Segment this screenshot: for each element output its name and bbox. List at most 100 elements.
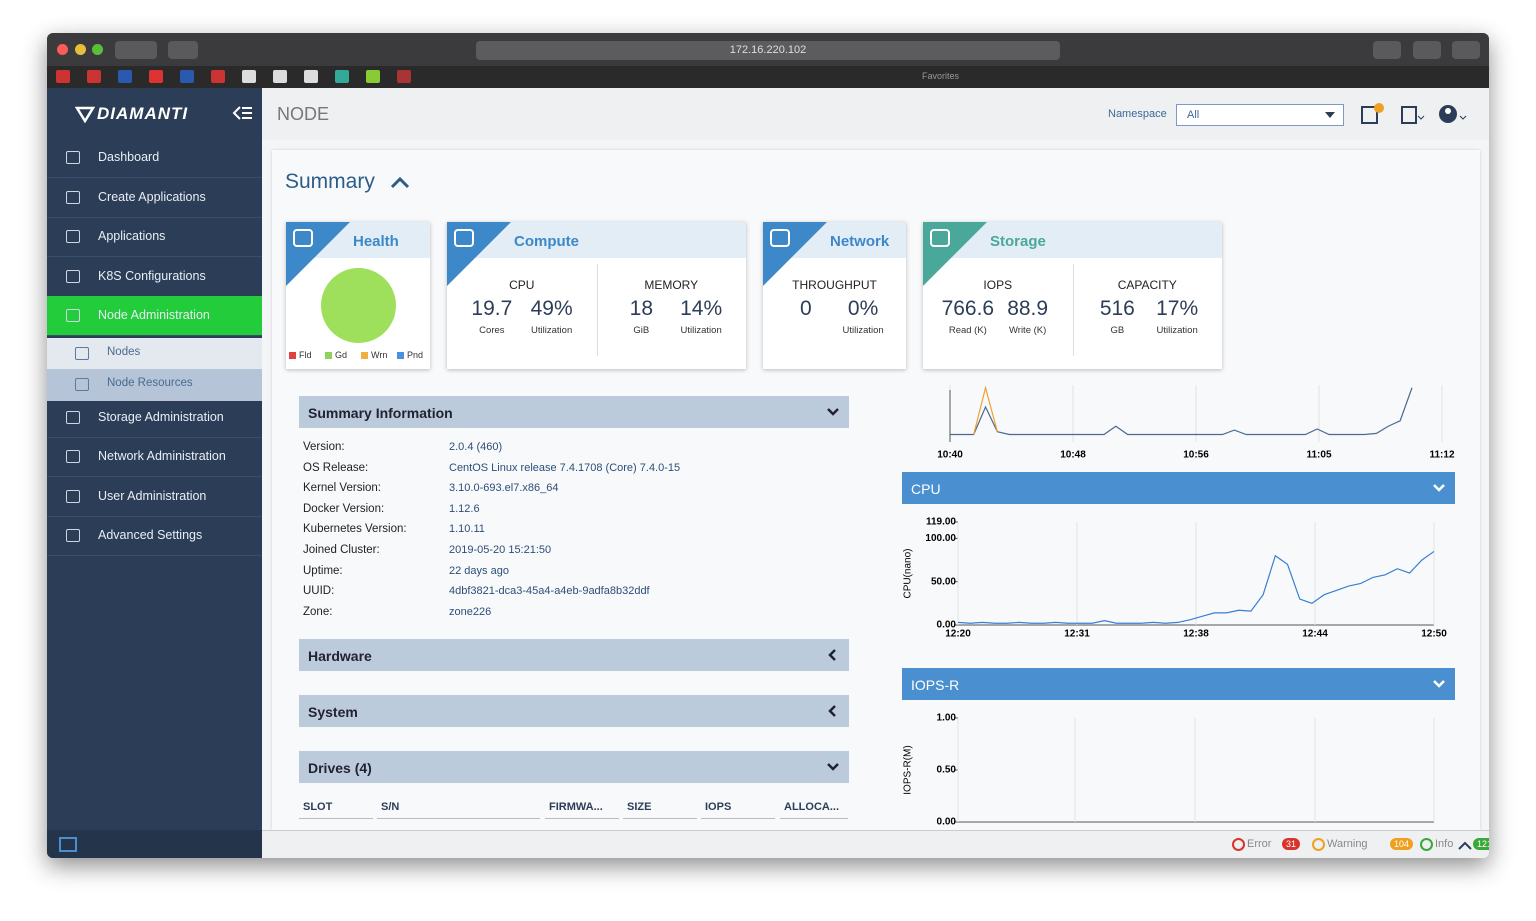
favorite-icon[interactable] xyxy=(366,70,380,83)
nav-item[interactable]: Network Administration xyxy=(47,437,262,477)
favorite-icon[interactable] xyxy=(397,70,411,83)
column-header: FIRMWA... xyxy=(549,801,603,813)
nav-item[interactable]: User Administration xyxy=(47,477,262,517)
chart-title: IOPS-R xyxy=(911,677,960,693)
nav-icon xyxy=(66,490,80,503)
iops-bar[interactable]: IOPS-R xyxy=(902,668,1455,700)
nav-item[interactable]: K8S Configurations xyxy=(47,257,262,297)
section-title: System xyxy=(308,704,358,720)
info-label: Zone: xyxy=(303,605,333,618)
status-name[interactable]: Error xyxy=(1247,838,1272,850)
nav-item[interactable]: Create Applications xyxy=(47,178,262,218)
nav-item[interactable]: Advanced Settings xyxy=(47,516,262,556)
section-toggle xyxy=(828,705,836,717)
card-title: Network xyxy=(830,233,890,250)
column-header: SIZE xyxy=(627,801,652,813)
nav-label: Applications xyxy=(98,229,166,243)
nav-item[interactable]: Applications xyxy=(47,217,262,257)
namespace-select[interactable]: All xyxy=(1176,104,1344,126)
header-icons[interactable] xyxy=(1360,102,1480,128)
charts: 10:40 10:48 10:56 11:05 11:12 0.00 50.00 100.00… xyxy=(903,385,1455,828)
y-tick-label: 1.00 xyxy=(937,713,957,724)
nav-buttons[interactable] xyxy=(115,41,157,59)
section-title: Hardware xyxy=(308,648,372,664)
info-value: 1.12.6 xyxy=(449,502,480,515)
summary-toggle[interactable] xyxy=(390,176,410,190)
card-title: Compute xyxy=(514,233,579,250)
favorite-icon[interactable] xyxy=(118,70,132,83)
nav-label: Advanced Settings xyxy=(98,528,203,542)
favorite-icon[interactable] xyxy=(335,70,349,83)
x-tick-label: 10:56 xyxy=(1183,450,1209,461)
url: 172.16.220.102 xyxy=(729,44,807,56)
info-label: Docker Version: xyxy=(303,502,385,515)
nav-label: Node Administration xyxy=(98,308,210,322)
card-corner xyxy=(286,222,350,286)
section-bar[interactable]: System xyxy=(299,695,849,727)
column-rule xyxy=(545,818,619,819)
header: NODE Namespace All xyxy=(262,88,1489,140)
section-toggle xyxy=(828,649,836,661)
nav-icon xyxy=(66,270,80,283)
nav-label: User Administration xyxy=(98,489,207,503)
favorite-icon[interactable] xyxy=(56,70,70,83)
stat-value: 88.9 xyxy=(1007,297,1049,320)
favorite-icon[interactable] xyxy=(180,70,194,83)
nav-item[interactable]: Node Resources xyxy=(47,368,262,401)
nav-icon xyxy=(66,411,80,424)
nav-item[interactable]: Storage Administration xyxy=(47,398,262,438)
stat-unit: Utilization xyxy=(680,325,722,336)
status-icon xyxy=(1312,838,1325,851)
favorite-icon[interactable] xyxy=(242,70,256,83)
favorite-icon[interactable] xyxy=(304,70,318,83)
x-tick-label: 11:05 xyxy=(1306,450,1331,461)
nav-icon xyxy=(66,191,80,204)
summary-info-bar[interactable]: Summary Information xyxy=(299,396,849,428)
stat-value: 516 xyxy=(1099,297,1135,320)
x-tick-label: 12:44 xyxy=(1302,629,1328,640)
minimize-button[interactable] xyxy=(75,44,86,55)
card-corner xyxy=(763,222,827,286)
tabs-button[interactable] xyxy=(1452,41,1480,59)
stat-value: 49% xyxy=(530,297,573,320)
divider xyxy=(596,264,598,356)
cpu-line xyxy=(957,550,1435,624)
close-button[interactable] xyxy=(57,44,68,55)
favorite-icon[interactable] xyxy=(149,70,163,83)
info-value: zone226 xyxy=(449,605,492,618)
section-bar[interactable]: Drives (4) xyxy=(299,751,849,783)
status-name[interactable]: Warning xyxy=(1327,838,1368,850)
expand-icon[interactable] xyxy=(1457,839,1473,851)
favorite-icon[interactable] xyxy=(211,70,225,83)
page-title: NODE xyxy=(277,104,330,124)
network-card: Network THROUGHPUT 0 0% Utilization xyxy=(763,222,906,369)
stat-unit: Utilization xyxy=(842,325,884,336)
status-name[interactable]: Info xyxy=(1435,838,1454,850)
nav-label: K8S Configurations xyxy=(98,269,206,283)
zoom-button[interactable] xyxy=(92,44,103,55)
favorite-icon[interactable] xyxy=(273,70,287,83)
favorite-icon[interactable] xyxy=(87,70,101,83)
share-button[interactable] xyxy=(1413,41,1441,59)
cpu-bar[interactable]: CPU xyxy=(902,472,1455,504)
collapse-icon[interactable] xyxy=(232,105,254,121)
url-bar[interactable]: 172.16.220.102 xyxy=(476,41,1060,60)
sidebar-toggle[interactable] xyxy=(168,41,198,59)
status-icon xyxy=(1232,838,1245,851)
series-line xyxy=(950,387,1413,436)
nav-icon xyxy=(66,529,80,542)
y-tick-label: 0.50 xyxy=(937,765,957,776)
y-axis-label: CPU(nano) xyxy=(903,548,914,598)
info-value: 3.10.0-693.el7.x86_64 xyxy=(449,482,559,495)
group-name: MEMORY xyxy=(644,278,699,292)
section-bar[interactable]: Hardware xyxy=(299,639,849,671)
info-value: CentOS Linux release 7.4.1708 (Core) 7.4… xyxy=(449,461,681,474)
nav-item[interactable]: Nodes xyxy=(47,337,262,370)
health-circle xyxy=(321,268,396,343)
download-button[interactable] xyxy=(1373,41,1401,59)
stat-unit: Utilization xyxy=(531,325,573,336)
stat-unit: Write (K) xyxy=(1008,325,1047,336)
stat-unit: Cores xyxy=(479,325,505,336)
nav-item[interactable]: Dashboard xyxy=(47,138,262,178)
nav-item[interactable]: Node Administration xyxy=(47,295,262,336)
